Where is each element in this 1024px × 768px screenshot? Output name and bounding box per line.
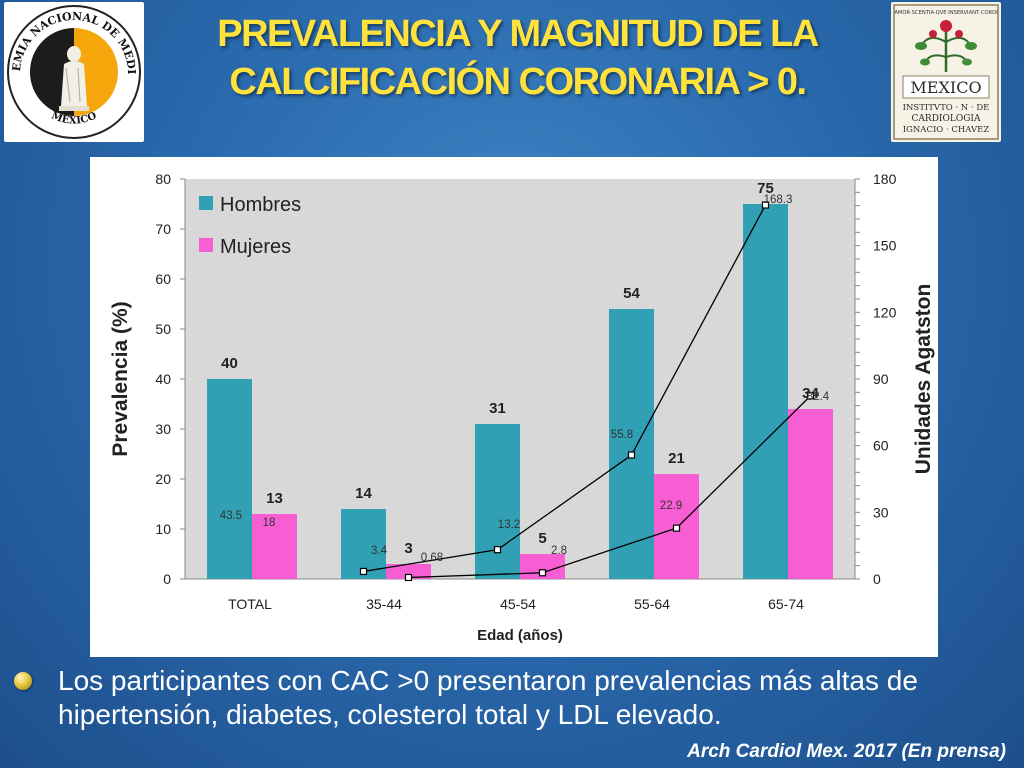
bar-label-mujeres: 5 <box>538 530 546 547</box>
bar-hombres <box>609 309 654 579</box>
agatston-line-hombres <box>363 204 767 573</box>
x-tick-label: TOTAL <box>228 596 272 612</box>
y-tick-label: 40 <box>155 371 171 387</box>
academia-bottom-text: MEXICO <box>50 110 99 126</box>
svg-text:MEXICO: MEXICO <box>50 110 99 126</box>
y2-tick-label: 150 <box>873 238 897 254</box>
slide-title: PREVALENCIA Y MAGNITUD DE LA CALCIFICACI… <box>150 10 885 106</box>
agatston-point-mujeres <box>806 392 815 400</box>
slide-title-line-1: PREVALENCIA Y MAGNITUD DE LA <box>217 13 819 55</box>
agatston-label-mujeres: 2.8 <box>551 545 567 557</box>
agatston-point-hombres <box>359 567 368 576</box>
y2-tick-label: 180 <box>873 171 897 187</box>
y2-tick-label: 30 <box>873 504 889 520</box>
agatston-point-mujeres <box>538 569 547 577</box>
agatston-point-hombres <box>627 451 636 459</box>
agatston-point-hombres <box>761 201 770 209</box>
agatston-point-mujeres <box>672 524 681 532</box>
y-tick-label: 70 <box>155 221 171 237</box>
y-tick-label: 80 <box>155 171 171 187</box>
bar-label-mujeres: 21 <box>668 450 685 467</box>
bar-label-hombres: 31 <box>489 400 506 417</box>
bar-hombres <box>207 379 252 579</box>
x-tick-label: 55-64 <box>634 596 670 612</box>
instituto-line-2: CARDIOLOGIA <box>912 114 981 124</box>
bar-label-hombres: 40 <box>221 355 238 372</box>
academia-nacional-logo: ACADEMIA NACIONAL DE MEDICINA MEXICO <box>4 2 144 142</box>
y-tick-label: 30 <box>155 421 171 437</box>
y2-axis-title: Unidades Agatston <box>912 284 935 475</box>
y-tick-label: 10 <box>155 521 171 537</box>
x-tick-label: 45-54 <box>500 596 536 612</box>
agatston-label-mujeres: 0.68 <box>421 552 443 564</box>
legend-label-hombres: Hombres <box>220 194 301 216</box>
agatston-point-hombres <box>493 546 502 554</box>
y-tick-label: 60 <box>155 271 171 287</box>
x-tick-label: 65-74 <box>768 596 804 612</box>
x-axis-title: Edad (años) <box>477 627 563 644</box>
bar-label-mujeres: 3 <box>404 540 412 557</box>
legend-swatch-hombres <box>199 196 213 210</box>
y2-tick-label: 0 <box>873 571 881 587</box>
y2-tick-label: 60 <box>873 438 889 454</box>
instituto-line-3: IGNACIO · CHAVEZ <box>903 125 990 135</box>
agatston-label-mujeres: 82.4 <box>807 391 830 403</box>
bar-label-hombres: 54 <box>623 285 640 302</box>
agatston-point-mujeres <box>404 573 413 582</box>
agatston-line-mujeres <box>408 395 811 579</box>
bar-mujeres <box>386 564 431 579</box>
instituto-motto: AMOR·SCENTIA·QVE·INSERVIANT·CORDI <box>894 10 998 16</box>
y-tick-label: 20 <box>155 471 171 487</box>
agatston-label-hombres: 13.2 <box>498 519 520 531</box>
agatston-label-hombres: 55.8 <box>611 429 633 441</box>
bar-label-mujeres: 13 <box>266 490 283 507</box>
y2-tick-label: 90 <box>873 371 889 387</box>
chart-panel: 0 10 20 30 40 50 60 70 80 0 30 60 90 120 150 180 TOTAL 35… <box>90 157 938 657</box>
bullet-text: Los participantes con CAC >0 presentaron… <box>58 665 918 730</box>
slide-title-line-2: CALCIFICACIÓN CORONARIA > 0. <box>229 61 807 103</box>
bar-label-hombres: 14 <box>355 485 372 502</box>
agatston-label-hombres: 168.3 <box>764 194 793 206</box>
bar-hombres <box>743 204 788 579</box>
legend-label-mujeres: Mujeres <box>220 236 291 258</box>
agatston-label-hombres: 43.5 <box>220 510 242 522</box>
y-tick-label: 50 <box>155 321 171 337</box>
y-tick-label: 0 <box>163 571 171 587</box>
bar-mujeres <box>252 514 297 579</box>
bullet-icon <box>14 672 32 690</box>
agatston-label-mujeres: 22.9 <box>660 500 682 512</box>
y-axis-title: Prevalencia (%) <box>109 301 132 456</box>
instituto-line-1: INSTITVTO · N · DE <box>903 103 990 113</box>
bar-label-hombres: 75 <box>757 180 774 197</box>
bar-hombres <box>475 424 520 579</box>
legend-swatch-mujeres <box>199 238 213 252</box>
agatston-label-hombres: 3.4 <box>371 545 388 557</box>
citation: Arch Cardiol Mex. 2017 (En prensa) <box>687 741 1006 762</box>
y2-tick-label: 120 <box>873 304 897 320</box>
instituto-mexico-text: MEXICO <box>910 78 981 97</box>
instituto-cardiologia-logo: AMOR·SCENTIA·QVE·INSERVIANT·CORDI MEXICO… <box>891 2 1001 142</box>
x-tick-label: 35-44 <box>366 596 402 612</box>
bar-hombres <box>341 509 386 579</box>
agatston-label-mujeres: 18 <box>263 517 276 529</box>
bar-mujeres <box>788 409 833 579</box>
